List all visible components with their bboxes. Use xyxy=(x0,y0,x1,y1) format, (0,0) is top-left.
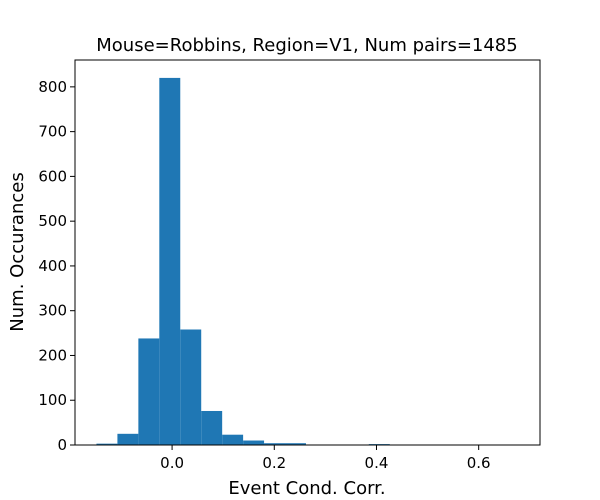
x-axis-label: Event Cond. Corr. xyxy=(228,478,385,499)
histogram-bar xyxy=(285,443,306,445)
y-tick-label: 500 xyxy=(38,212,67,230)
y-tick-label: 300 xyxy=(38,302,67,320)
histogram-bar xyxy=(180,329,202,445)
y-tick-label: 0 xyxy=(57,436,67,454)
y-axis-label: Num. Occurances xyxy=(7,172,28,331)
histogram-bar xyxy=(264,443,286,445)
x-tick-label: 0.2 xyxy=(262,454,286,472)
chart-title: Mouse=Robbins, Region=V1, Num pairs=1485 xyxy=(96,35,517,56)
histogram-bar xyxy=(138,338,160,445)
x-tick-label: 0.4 xyxy=(365,454,389,472)
y-tick-label: 100 xyxy=(38,391,67,409)
histogram-bar xyxy=(96,443,118,445)
bars-group xyxy=(96,77,432,445)
y-tick-label: 400 xyxy=(38,257,67,275)
histogram-bar xyxy=(159,77,181,445)
histogram-bar xyxy=(201,410,223,445)
histogram-bar xyxy=(117,433,139,445)
y-tick-label: 200 xyxy=(38,346,67,364)
x-tick-label: 0.6 xyxy=(467,454,491,472)
y-tick-label: 600 xyxy=(38,167,67,185)
plot-frame xyxy=(74,59,541,446)
x-tick-label: 0.0 xyxy=(160,454,184,472)
y-axis-ticks: 0 100 200 300 400 500 600 700 800 xyxy=(38,78,75,454)
histogram-bar xyxy=(243,440,265,445)
histogram-bar xyxy=(222,434,244,445)
y-tick-label: 700 xyxy=(38,123,67,141)
x-axis-ticks: 0.0 0.2 0.4 0.6 xyxy=(160,445,491,472)
y-tick-label: 800 xyxy=(38,78,67,96)
